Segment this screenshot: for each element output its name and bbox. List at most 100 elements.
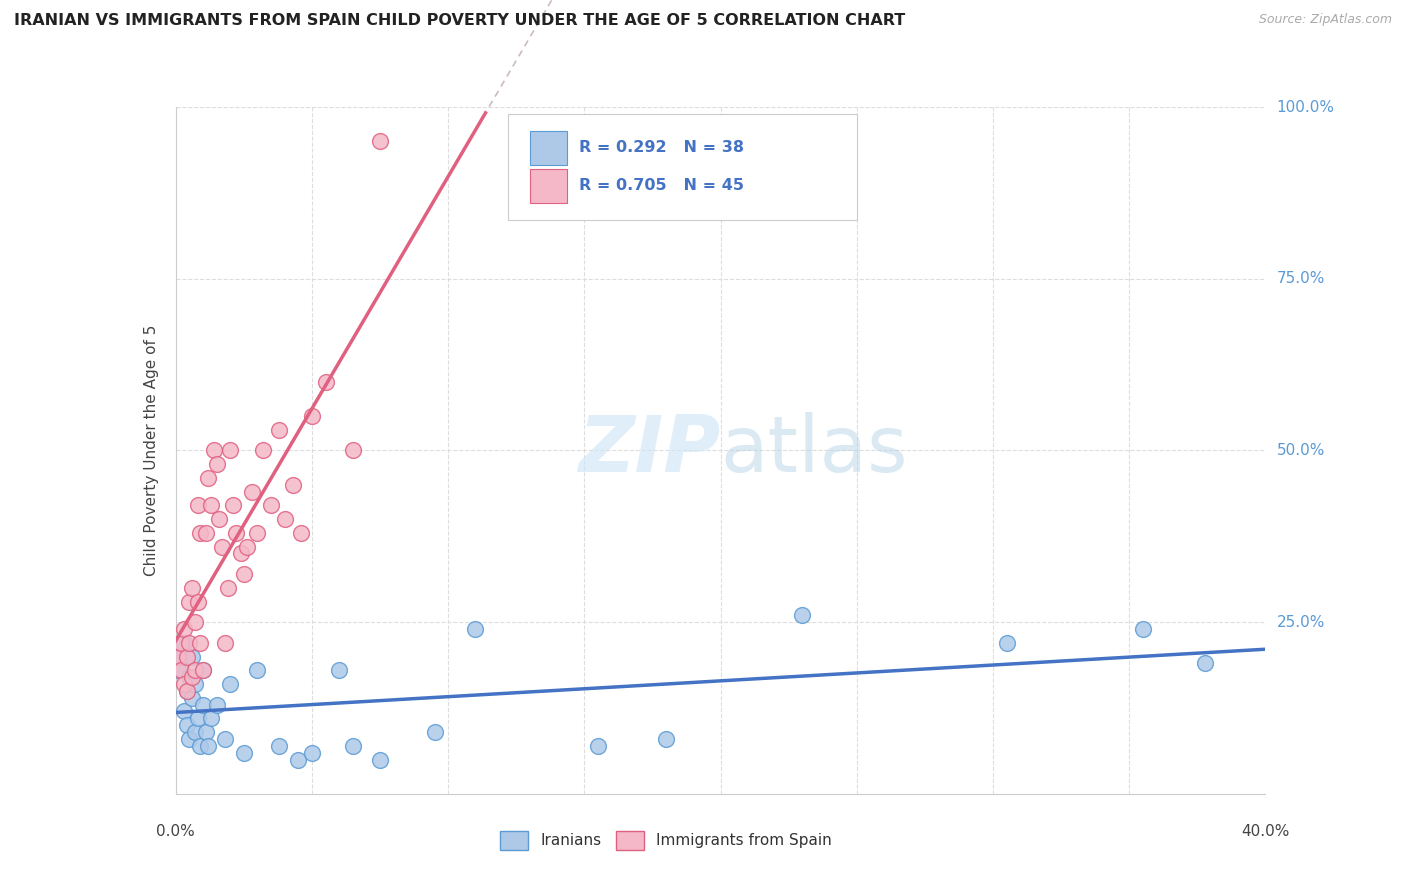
Point [205, 698, 228, 712]
Point [274, 512, 297, 526]
Point [170, 649, 193, 664]
Point [181, 649, 204, 664]
Point [232, 567, 254, 582]
Point [197, 471, 219, 485]
Y-axis label: Child Poverty Under the Age of 5: Child Poverty Under the Age of 5 [143, 325, 159, 576]
Point [184, 663, 207, 677]
Point [173, 705, 195, 719]
Point [188, 739, 211, 753]
Point [194, 525, 217, 540]
Text: IRANIAN VS IMMIGRANTS FROM SPAIN CHILD POVERTY UNDER THE AGE OF 5 CORRELATION CH: IRANIAN VS IMMIGRANTS FROM SPAIN CHILD P… [14, 13, 905, 29]
Point [173, 677, 195, 691]
Legend: Iranians, Immigrants from Spain: Iranians, Immigrants from Spain [494, 825, 838, 855]
Point [191, 663, 214, 677]
Point [368, 753, 391, 767]
Point [219, 443, 242, 458]
Text: Source: ZipAtlas.com: Source: ZipAtlas.com [1258, 13, 1392, 27]
Point [191, 698, 214, 712]
Point [219, 677, 242, 691]
Point [342, 739, 364, 753]
Text: 50.0%: 50.0% [1277, 443, 1324, 458]
Text: 25.0%: 25.0% [1277, 615, 1324, 630]
Point [368, 134, 391, 148]
FancyBboxPatch shape [530, 169, 567, 202]
Point [240, 484, 263, 499]
Point [214, 731, 236, 746]
Point [184, 677, 207, 691]
Point [176, 683, 198, 698]
FancyBboxPatch shape [530, 131, 567, 165]
Point [301, 409, 323, 423]
Point [188, 525, 211, 540]
Point [281, 478, 304, 492]
Point [217, 581, 239, 595]
Point [252, 443, 274, 458]
Point [179, 731, 201, 746]
Point [342, 443, 364, 458]
Point [176, 683, 198, 698]
Point [181, 581, 204, 595]
Point [269, 739, 291, 753]
Point [173, 622, 195, 636]
Point [235, 540, 257, 554]
Point [225, 525, 247, 540]
Point [231, 546, 253, 561]
Point [586, 739, 609, 753]
Point [246, 525, 269, 540]
Point [170, 636, 193, 650]
Point [464, 622, 486, 636]
Text: 100.0%: 100.0% [1277, 100, 1334, 114]
Point [287, 753, 309, 767]
Text: atlas: atlas [721, 412, 908, 489]
Point [200, 499, 222, 513]
Point [260, 499, 283, 513]
Point [181, 690, 204, 705]
Point [315, 375, 337, 389]
Point [188, 636, 211, 650]
Point [301, 746, 323, 760]
Point [173, 636, 195, 650]
Point [170, 663, 193, 677]
Text: 40.0%: 40.0% [1241, 824, 1289, 839]
Point [167, 663, 190, 677]
Point [176, 718, 198, 732]
Point [246, 663, 269, 677]
Point [290, 525, 312, 540]
Point [167, 649, 190, 664]
Point [184, 615, 207, 630]
Point [423, 725, 446, 739]
Point [232, 746, 254, 760]
Point [197, 739, 219, 753]
Point [186, 594, 209, 608]
Point [995, 636, 1018, 650]
Point [792, 608, 814, 623]
Point [186, 499, 209, 513]
Point [191, 663, 214, 677]
Point [1194, 657, 1216, 671]
Point [179, 670, 201, 684]
Point [214, 636, 236, 650]
Point [179, 594, 201, 608]
Point [208, 512, 231, 526]
Text: ZIP: ZIP [578, 412, 721, 489]
Point [186, 711, 209, 725]
Text: 0.0%: 0.0% [156, 824, 195, 839]
Point [194, 725, 217, 739]
Point [202, 443, 225, 458]
Point [184, 725, 207, 739]
Point [181, 670, 204, 684]
Point [200, 711, 222, 725]
Point [222, 499, 245, 513]
Text: R = 0.292   N = 38: R = 0.292 N = 38 [579, 140, 744, 155]
Point [205, 457, 228, 471]
Point [269, 423, 291, 437]
Point [1132, 622, 1154, 636]
Point [176, 649, 198, 664]
Point [655, 731, 678, 746]
Point [211, 540, 233, 554]
FancyBboxPatch shape [508, 114, 856, 220]
Point [179, 636, 201, 650]
Point [328, 663, 350, 677]
Text: R = 0.705   N = 45: R = 0.705 N = 45 [579, 178, 744, 193]
Text: 75.0%: 75.0% [1277, 271, 1324, 286]
